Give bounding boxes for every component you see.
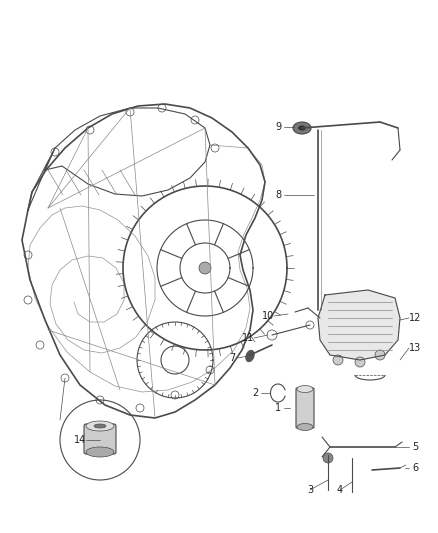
Circle shape xyxy=(323,453,333,463)
Ellipse shape xyxy=(86,447,114,457)
Text: 11: 11 xyxy=(242,333,254,343)
Ellipse shape xyxy=(94,424,106,428)
Ellipse shape xyxy=(86,421,114,431)
Circle shape xyxy=(333,355,343,365)
Text: 10: 10 xyxy=(262,311,274,321)
Text: 8: 8 xyxy=(275,190,281,200)
Text: 1: 1 xyxy=(275,403,281,413)
Ellipse shape xyxy=(246,350,254,362)
Text: 14: 14 xyxy=(74,435,86,445)
FancyBboxPatch shape xyxy=(296,388,314,428)
Polygon shape xyxy=(318,290,400,360)
Text: 13: 13 xyxy=(409,343,421,353)
Text: 6: 6 xyxy=(412,463,418,473)
Circle shape xyxy=(355,357,365,367)
Ellipse shape xyxy=(298,125,306,131)
Ellipse shape xyxy=(293,122,311,134)
Ellipse shape xyxy=(297,424,313,431)
Text: 7: 7 xyxy=(229,353,235,363)
FancyBboxPatch shape xyxy=(84,424,116,454)
Ellipse shape xyxy=(297,385,313,392)
Text: 9: 9 xyxy=(275,122,281,132)
Text: 4: 4 xyxy=(337,485,343,495)
Text: 3: 3 xyxy=(307,485,313,495)
Text: 5: 5 xyxy=(412,442,418,452)
Circle shape xyxy=(375,350,385,360)
Text: 2: 2 xyxy=(252,388,258,398)
Circle shape xyxy=(199,262,211,274)
Text: 12: 12 xyxy=(409,313,421,323)
